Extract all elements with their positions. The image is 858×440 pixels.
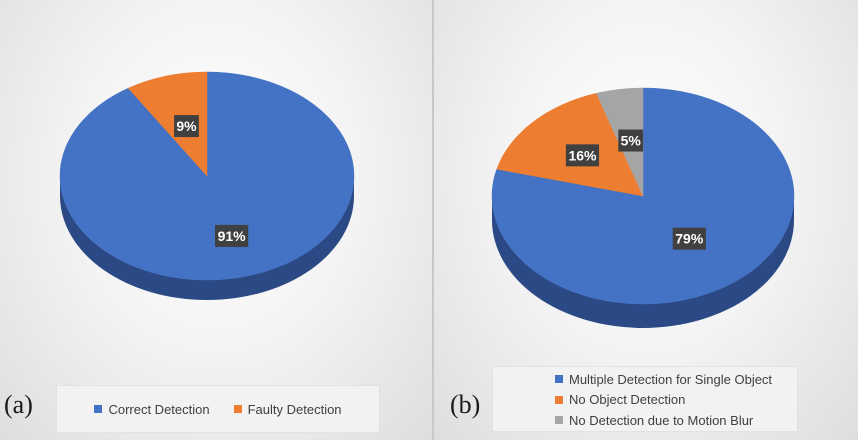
pie-top-faces (491, 87, 795, 305)
pie-slice-side (492, 196, 794, 328)
data-label: 9% (176, 118, 197, 134)
legend-swatch (94, 405, 103, 413)
legend-item: No Detection due to Motion Blur (493, 410, 797, 431)
legend-item: Correct Detection (94, 401, 210, 417)
data-label-box (672, 227, 706, 250)
pie-slice (127, 71, 208, 177)
data-label: 5% (621, 133, 642, 149)
data-label: 79% (675, 231, 704, 247)
legend-label: No Object Detection (569, 392, 686, 408)
legend-label: Faulty Detection (247, 401, 342, 417)
legend-label: Multiple Detection for Single Object (569, 371, 773, 387)
pie-data-labels: 91% 9% (174, 115, 249, 247)
legend-swatch (555, 375, 563, 384)
legend-item: Faulty Detection (233, 401, 342, 417)
pie-chart-a: 91% 9% (59, 71, 355, 300)
panel-label-a: (a) (4, 390, 33, 419)
pie-top-faces (59, 71, 355, 281)
legend-label: Correct Detection (108, 401, 210, 417)
pie-side-walls (60, 176, 354, 300)
legend-a: Correct Detection Faulty Detection (56, 385, 380, 433)
data-label-box (618, 129, 644, 152)
panel-divider (432, 0, 434, 440)
data-label-box (215, 224, 249, 247)
pie-data-labels: 79% 16% 5% (565, 129, 706, 250)
legend-item: Multiple Detection for Single Object (493, 369, 797, 390)
legend-item: No Object Detection (493, 390, 797, 411)
data-label: 91% (218, 228, 247, 244)
data-label-box (174, 115, 199, 138)
pie-slice-side (60, 176, 354, 300)
data-label-box (565, 144, 600, 167)
legend-b: Multiple Detection for Single Object No … (492, 366, 798, 432)
data-label: 16% (568, 147, 597, 163)
legend-swatch (555, 395, 563, 404)
pie-chart-b: 79% 16% 5% (491, 87, 795, 328)
legend-swatch (233, 405, 242, 413)
legend-swatch (555, 416, 563, 425)
chart-panel-a: 91% 9% Correct Detection Faulty Detection… (0, 0, 432, 440)
panel-label-b: (b) (450, 390, 481, 419)
legend-label: No Detection due to Motion Blur (569, 412, 754, 428)
chart-panel-b: 79% 16% 5% Multiple Detection for Single O… (434, 0, 858, 440)
pie-side-walls (492, 196, 794, 328)
